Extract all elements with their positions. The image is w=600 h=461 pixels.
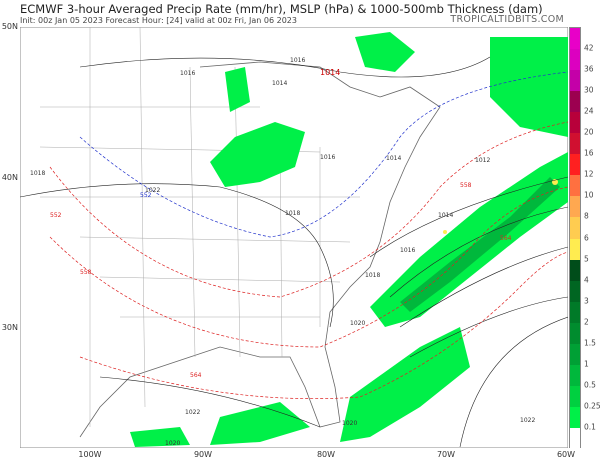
isobar-label: 1018 (285, 210, 300, 217)
colorbar-tick-label: 5 (584, 254, 589, 264)
precip-colorbar (569, 27, 581, 450)
colorbar-segment (570, 343, 580, 366)
isobar-label: 1022 (520, 417, 535, 424)
colorbar-tick-label: 16 (584, 148, 594, 158)
low-pressure-label: 1014 (320, 68, 340, 77)
colorbar-tick-label: 20 (584, 127, 594, 137)
colorbar-segment (570, 91, 580, 113)
colorbar-segment (570, 196, 580, 218)
colorbar-tick-label: 0.5 (584, 380, 596, 390)
isobar-label: 1018 (365, 272, 380, 279)
isobar-label: 1016 (320, 154, 335, 161)
isobar-label: 1016 (400, 247, 415, 254)
thickness-label: 552 (140, 192, 152, 199)
precip-areas (130, 32, 568, 447)
isobar-label: 1022 (145, 187, 160, 194)
isobar-label: 1016 (180, 70, 195, 77)
colorbar-tick-label: 8 (584, 211, 589, 221)
colorbar-segment (570, 154, 580, 176)
lat-label-30n: 30N (1, 323, 18, 332)
colorbar-segment (570, 70, 580, 92)
isobars (20, 56, 568, 448)
isobar-label: 1014 (272, 80, 287, 87)
isobar-label: 1016 (290, 57, 305, 64)
colorbar-tick-label: 1 (584, 359, 589, 369)
colorbar-segment (570, 301, 580, 324)
isobar-label: 1020 (350, 320, 365, 327)
colorbar-tick-label: 2 (584, 317, 589, 327)
colorbar-tick-label: 6 (584, 233, 589, 242)
isobar-label: 1020 (165, 440, 180, 447)
colorbar-tick-label: 4 (584, 275, 589, 285)
thickness-label: 552 (50, 212, 62, 219)
colorbar-tick-label: 12 (584, 169, 594, 179)
lon-label-70w: 70W (436, 450, 456, 459)
lat-label-40n: 40N (1, 173, 18, 182)
thickness-label: 558 (460, 182, 472, 189)
thickness-lines (49, 71, 568, 400)
colorbar-tick-label: 42 (584, 43, 594, 53)
colorbar-segment (570, 427, 580, 450)
colorbar-segment (570, 238, 580, 261)
colorbar-segment (570, 49, 580, 71)
lon-label-60w: 60W (556, 450, 576, 459)
colorbar-segment (570, 28, 580, 50)
lon-label-80w: 80W (316, 450, 336, 459)
lat-label-50n: 50N (1, 22, 18, 31)
coastline (79, 61, 441, 438)
thickness-label: 564 (190, 372, 202, 379)
colorbar-segment (570, 112, 580, 134)
brand-watermark: TROPICALTIDBITS.COM (450, 14, 564, 25)
colorbar-segment (570, 385, 580, 408)
isobar-label: 1022 (185, 409, 200, 416)
map-title: ECMWF 3-hour Averaged Precip Rate (mm/hr… (20, 2, 543, 16)
isobar-label: 1012 (475, 157, 490, 164)
colorbar-segment (570, 175, 580, 197)
thickness-label: 558 (80, 269, 92, 276)
colorbar-tick-label: 0.25 (584, 401, 600, 411)
isobar-label: 1014 (386, 155, 401, 162)
colorbar-segment (570, 217, 580, 239)
colorbar-segment (570, 322, 580, 345)
colorbar-tick-label: 0.1 (584, 422, 596, 432)
colorbar-tick-label: 10 (584, 190, 594, 200)
colorbar-tick-label: 30 (584, 85, 594, 95)
colorbar-segment (570, 406, 580, 429)
colorbar-tick-label: 1.5 (584, 338, 596, 348)
colorbar-tick-label: 24 (584, 106, 594, 116)
colorbar-segment (570, 364, 580, 387)
isobar-label: 1018 (30, 170, 45, 177)
thickness-label: 564 (500, 235, 512, 242)
colorbar-segment (570, 259, 580, 282)
map-subtitle: Init: 00z Jan 05 2023 Forecast Hour: [24… (20, 16, 297, 25)
lon-label-100w: 100W (78, 450, 102, 459)
isobar-label: 1014 (438, 212, 453, 219)
lon-label-90w: 90W (193, 450, 213, 459)
colorbar-tick-label: 3 (584, 296, 589, 306)
colorbar-segment (570, 280, 580, 303)
weather-map: 1016 1018 1016 1014 1012 1014 1016 1018 … (20, 27, 568, 448)
colorbar-segment (570, 133, 580, 155)
colorbar-tick-label: 36 (584, 64, 594, 74)
isobar-label: 1020 (342, 420, 357, 427)
